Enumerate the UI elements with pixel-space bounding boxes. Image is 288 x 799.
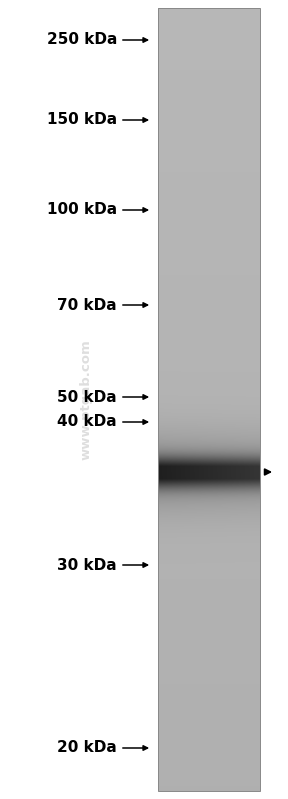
Text: 30 kDa: 30 kDa	[57, 558, 117, 573]
Text: www.ptgab.com: www.ptgab.com	[80, 339, 93, 460]
Text: 70 kDa: 70 kDa	[57, 297, 117, 312]
Text: 40 kDa: 40 kDa	[57, 415, 117, 430]
Text: 250 kDa: 250 kDa	[47, 33, 117, 47]
Bar	[158, 8, 260, 791]
Text: 20 kDa: 20 kDa	[57, 741, 117, 756]
Text: 100 kDa: 100 kDa	[47, 202, 117, 217]
Text: 50 kDa: 50 kDa	[57, 389, 117, 404]
Text: 150 kDa: 150 kDa	[47, 113, 117, 128]
